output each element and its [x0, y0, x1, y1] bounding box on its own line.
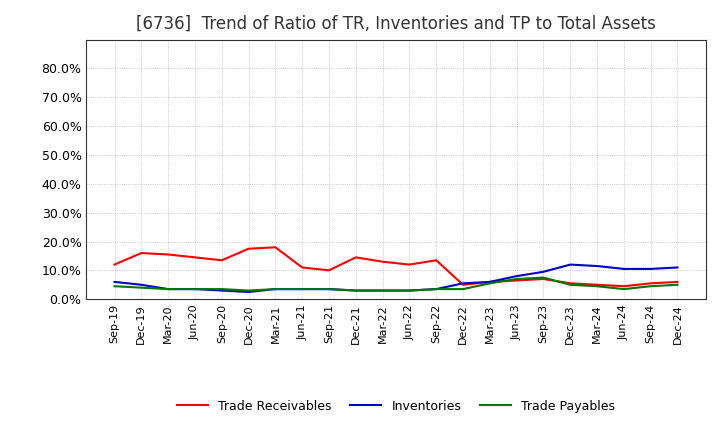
- Trade Receivables: [351, 255, 360, 260]
- Trade Payables: [459, 286, 467, 292]
- Inventories: [673, 265, 682, 270]
- Trade Payables: [217, 286, 226, 292]
- Trade Receivables: [298, 265, 307, 270]
- Trade Receivables: [432, 258, 441, 263]
- Trade Payables: [244, 288, 253, 293]
- Inventories: [298, 286, 307, 292]
- Trade Receivables: [244, 246, 253, 251]
- Trade Payables: [271, 286, 279, 292]
- Trade Receivables: [647, 281, 655, 286]
- Trade Payables: [298, 286, 307, 292]
- Inventories: [110, 279, 119, 285]
- Trade Receivables: [485, 279, 494, 285]
- Inventories: [593, 264, 601, 269]
- Trade Receivables: [539, 276, 548, 282]
- Inventories: [378, 288, 387, 293]
- Inventories: [164, 286, 173, 292]
- Trade Payables: [432, 286, 441, 292]
- Trade Payables: [647, 284, 655, 289]
- Trade Payables: [539, 275, 548, 280]
- Inventories: [405, 288, 414, 293]
- Trade Payables: [485, 281, 494, 286]
- Title: [6736]  Trend of Ratio of TR, Inventories and TP to Total Assets: [6736] Trend of Ratio of TR, Inventories…: [136, 15, 656, 33]
- Trade Receivables: [593, 282, 601, 287]
- Trade Payables: [673, 282, 682, 287]
- Trade Payables: [351, 288, 360, 293]
- Trade Receivables: [405, 262, 414, 267]
- Trade Payables: [325, 286, 333, 292]
- Trade Payables: [405, 288, 414, 293]
- Trade Payables: [137, 285, 145, 290]
- Inventories: [539, 269, 548, 275]
- Inventories: [566, 262, 575, 267]
- Inventories: [619, 266, 628, 271]
- Inventories: [244, 290, 253, 295]
- Trade Receivables: [110, 262, 119, 267]
- Inventories: [137, 282, 145, 287]
- Trade Receivables: [619, 284, 628, 289]
- Inventories: [485, 279, 494, 285]
- Inventories: [432, 286, 441, 292]
- Trade Receivables: [271, 245, 279, 250]
- Trade Payables: [513, 276, 521, 282]
- Trade Receivables: [191, 255, 199, 260]
- Inventories: [647, 266, 655, 271]
- Inventories: [271, 286, 279, 292]
- Trade Payables: [593, 284, 601, 289]
- Line: Trade Payables: Trade Payables: [114, 278, 678, 290]
- Trade Receivables: [513, 278, 521, 283]
- Inventories: [191, 286, 199, 292]
- Line: Inventories: Inventories: [114, 264, 678, 292]
- Trade Receivables: [378, 259, 387, 264]
- Trade Payables: [164, 286, 173, 292]
- Trade Payables: [110, 284, 119, 289]
- Inventories: [459, 281, 467, 286]
- Line: Trade Receivables: Trade Receivables: [114, 247, 678, 286]
- Legend: Trade Receivables, Inventories, Trade Payables: Trade Receivables, Inventories, Trade Pa…: [171, 395, 621, 418]
- Trade Receivables: [325, 268, 333, 273]
- Trade Receivables: [217, 258, 226, 263]
- Inventories: [325, 286, 333, 292]
- Inventories: [513, 274, 521, 279]
- Trade Payables: [619, 286, 628, 292]
- Trade Payables: [191, 286, 199, 292]
- Trade Receivables: [566, 281, 575, 286]
- Trade Payables: [566, 282, 575, 287]
- Inventories: [217, 288, 226, 293]
- Trade Receivables: [459, 282, 467, 287]
- Trade Receivables: [164, 252, 173, 257]
- Inventories: [351, 288, 360, 293]
- Trade Receivables: [673, 279, 682, 285]
- Trade Receivables: [137, 250, 145, 256]
- Trade Payables: [378, 288, 387, 293]
